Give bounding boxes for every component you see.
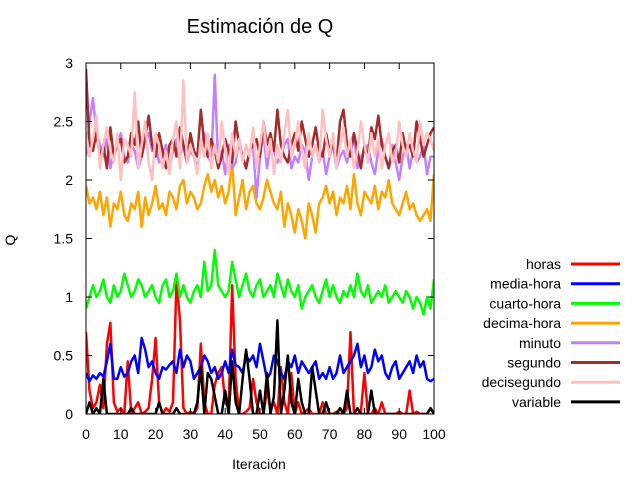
legend: horas media-hora cuarto-hora decima-hora min… xyxy=(482,256,620,410)
legend-label-cuarto-hora: cuarto-hora xyxy=(489,295,561,311)
legend-label-decima-hora: decima-hora xyxy=(483,315,561,331)
y-tick-label: 2.5 xyxy=(54,114,74,130)
y-tick-label: 0 xyxy=(65,406,73,422)
legend-label-media-hora: media-hora xyxy=(490,276,561,292)
x-tick-label: 40 xyxy=(217,426,233,442)
x-tick-label: 70 xyxy=(322,426,338,442)
legend-label-decisegundo: decisegundo xyxy=(482,374,562,390)
series-line-media-hora xyxy=(86,336,434,383)
y-tick-label: 3 xyxy=(65,55,73,71)
series-line-decima-hora xyxy=(86,161,434,240)
legend-label-minuto: minuto xyxy=(519,335,561,351)
x-tick-label: 20 xyxy=(148,426,164,442)
chart-title: Estimación de Q xyxy=(187,16,334,38)
series-line-segundo xyxy=(86,68,434,170)
series-line-horas xyxy=(86,278,434,414)
x-tick-label: 60 xyxy=(287,426,303,442)
y-tick-label: 1.5 xyxy=(54,231,74,247)
x-tick-label: 90 xyxy=(391,426,407,442)
x-tick-label: 50 xyxy=(252,426,268,442)
x-tick-label: 80 xyxy=(357,426,373,442)
x-tick-label: 0 xyxy=(82,426,90,442)
legend-label-horas: horas xyxy=(526,256,561,272)
series-line-cuarto-hora xyxy=(86,248,434,316)
axis-ticks: 0 10 20 30 40 50 60 70 80 90 100 0 0.5 1 1.5 2 2.5 3 xyxy=(54,55,446,442)
legend-label-variable: variable xyxy=(512,394,561,410)
y-tick-label: 1 xyxy=(65,289,73,305)
y-tick-label: 0.5 xyxy=(54,348,74,364)
y-tick-label: 2 xyxy=(65,172,73,188)
x-axis-title: Iteración xyxy=(232,456,286,472)
legend-label-segundo: segundo xyxy=(507,355,561,371)
series-line-variable xyxy=(86,319,434,414)
series-line-decisegundo xyxy=(86,79,434,182)
x-tick-label: 100 xyxy=(422,426,446,442)
x-tick-label: 30 xyxy=(183,426,199,442)
plot-layer xyxy=(86,68,434,414)
x-tick-label: 10 xyxy=(113,426,129,442)
y-axis-title: Q xyxy=(2,234,18,245)
